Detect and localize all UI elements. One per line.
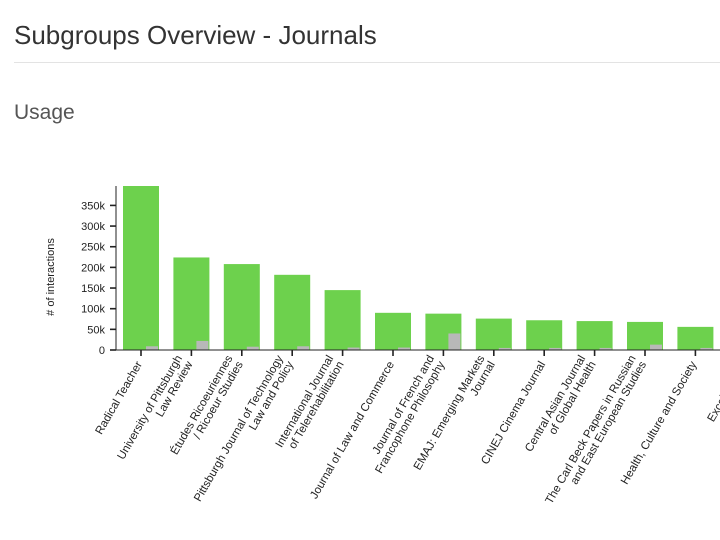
bar-secondary[interactable] bbox=[297, 346, 310, 350]
bar-primary[interactable] bbox=[324, 290, 361, 350]
bar-primary[interactable] bbox=[576, 321, 613, 350]
title-divider bbox=[14, 62, 720, 63]
y-tick-label: 200k bbox=[81, 262, 105, 274]
bar-primary[interactable] bbox=[274, 274, 311, 350]
bar-primary[interactable] bbox=[223, 264, 260, 350]
bar-secondary[interactable] bbox=[246, 346, 259, 350]
y-tick-label: 0 bbox=[99, 345, 105, 357]
bar-secondary[interactable] bbox=[347, 347, 360, 350]
bar-secondary[interactable] bbox=[700, 347, 713, 350]
bar-secondary[interactable] bbox=[549, 347, 562, 350]
y-tick-label: 150k bbox=[81, 283, 105, 295]
bar-secondary[interactable] bbox=[599, 347, 612, 350]
section-title-usage: Usage bbox=[14, 101, 75, 124]
y-tick-label: 50k bbox=[87, 324, 105, 336]
bar-secondary[interactable] bbox=[650, 344, 662, 350]
bar-primary[interactable] bbox=[677, 326, 714, 350]
bar-primary[interactable] bbox=[173, 257, 210, 350]
page-title: Subgroups Overview - Journals bbox=[14, 20, 377, 50]
y-axis-label: # of interactions bbox=[45, 238, 57, 316]
bar-primary[interactable] bbox=[123, 186, 159, 350]
bar-primary[interactable] bbox=[375, 312, 411, 350]
y-tick-label: 100k bbox=[81, 304, 105, 316]
bar-secondary[interactable] bbox=[196, 340, 209, 350]
bar-secondary[interactable] bbox=[448, 333, 461, 350]
y-tick-label: 250k bbox=[81, 242, 105, 254]
x-tick-label: Excellence in bbox=[706, 360, 720, 425]
y-tick-label: 350k bbox=[81, 200, 105, 212]
bars-group bbox=[123, 186, 714, 350]
bar-secondary[interactable] bbox=[398, 347, 410, 350]
y-axis: 0 50k 100k 150k 200k 250k 300k 350k bbox=[81, 186, 117, 357]
bar-secondary[interactable] bbox=[146, 346, 158, 350]
y-tick-label: 300k bbox=[81, 221, 105, 233]
bar-primary[interactable] bbox=[526, 320, 563, 350]
bar-secondary[interactable] bbox=[498, 347, 511, 350]
bar-primary[interactable] bbox=[475, 318, 512, 350]
